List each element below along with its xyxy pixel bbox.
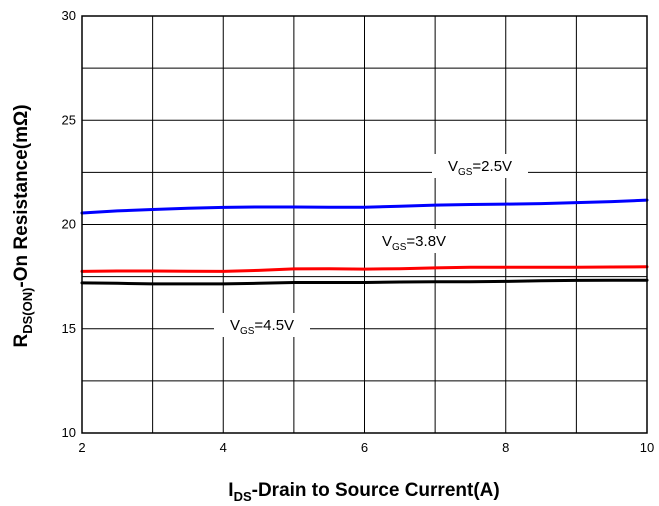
series-line: [80, 265, 649, 273]
y-tick-label: 20: [62, 217, 76, 232]
y-tick-labels: 10 15 20 25 30: [62, 8, 76, 440]
x-tick-label: 8: [502, 440, 509, 455]
y-tick-label: 15: [62, 321, 76, 336]
y-axis-title: RDS(ON)-On Resistance(mΩ): [11, 104, 35, 347]
annotation-background: [214, 313, 310, 337]
y-tick-label: 10: [62, 425, 76, 440]
annotation-background: [366, 229, 462, 253]
x-tick-labels: 2 4 6 8 10: [78, 440, 654, 455]
series-annotations: VGS=2.5V VGS=3.8V VGS=4.5V: [214, 154, 528, 337]
series-annotation: VGS=3.8V: [382, 233, 446, 253]
y-tick-label: 30: [62, 8, 76, 23]
series-annotation: VGS=4.5V: [230, 317, 294, 337]
x-tick-label: 4: [220, 440, 227, 455]
series-lines: [80, 198, 649, 286]
series-line: [80, 278, 649, 286]
plot-frame: [81, 15, 648, 434]
x-tick-label: 6: [361, 440, 368, 455]
annotation-background: [432, 154, 528, 178]
series-annotation: VGS=2.5V: [448, 158, 512, 178]
x-tick-label: 2: [78, 440, 85, 455]
grid: [82, 16, 647, 433]
y-tick-label: 25: [62, 112, 76, 127]
series-line: [80, 198, 649, 215]
x-axis-title: IDS-Drain to Source Current(A): [228, 480, 499, 504]
x-tick-label: 10: [640, 440, 654, 455]
